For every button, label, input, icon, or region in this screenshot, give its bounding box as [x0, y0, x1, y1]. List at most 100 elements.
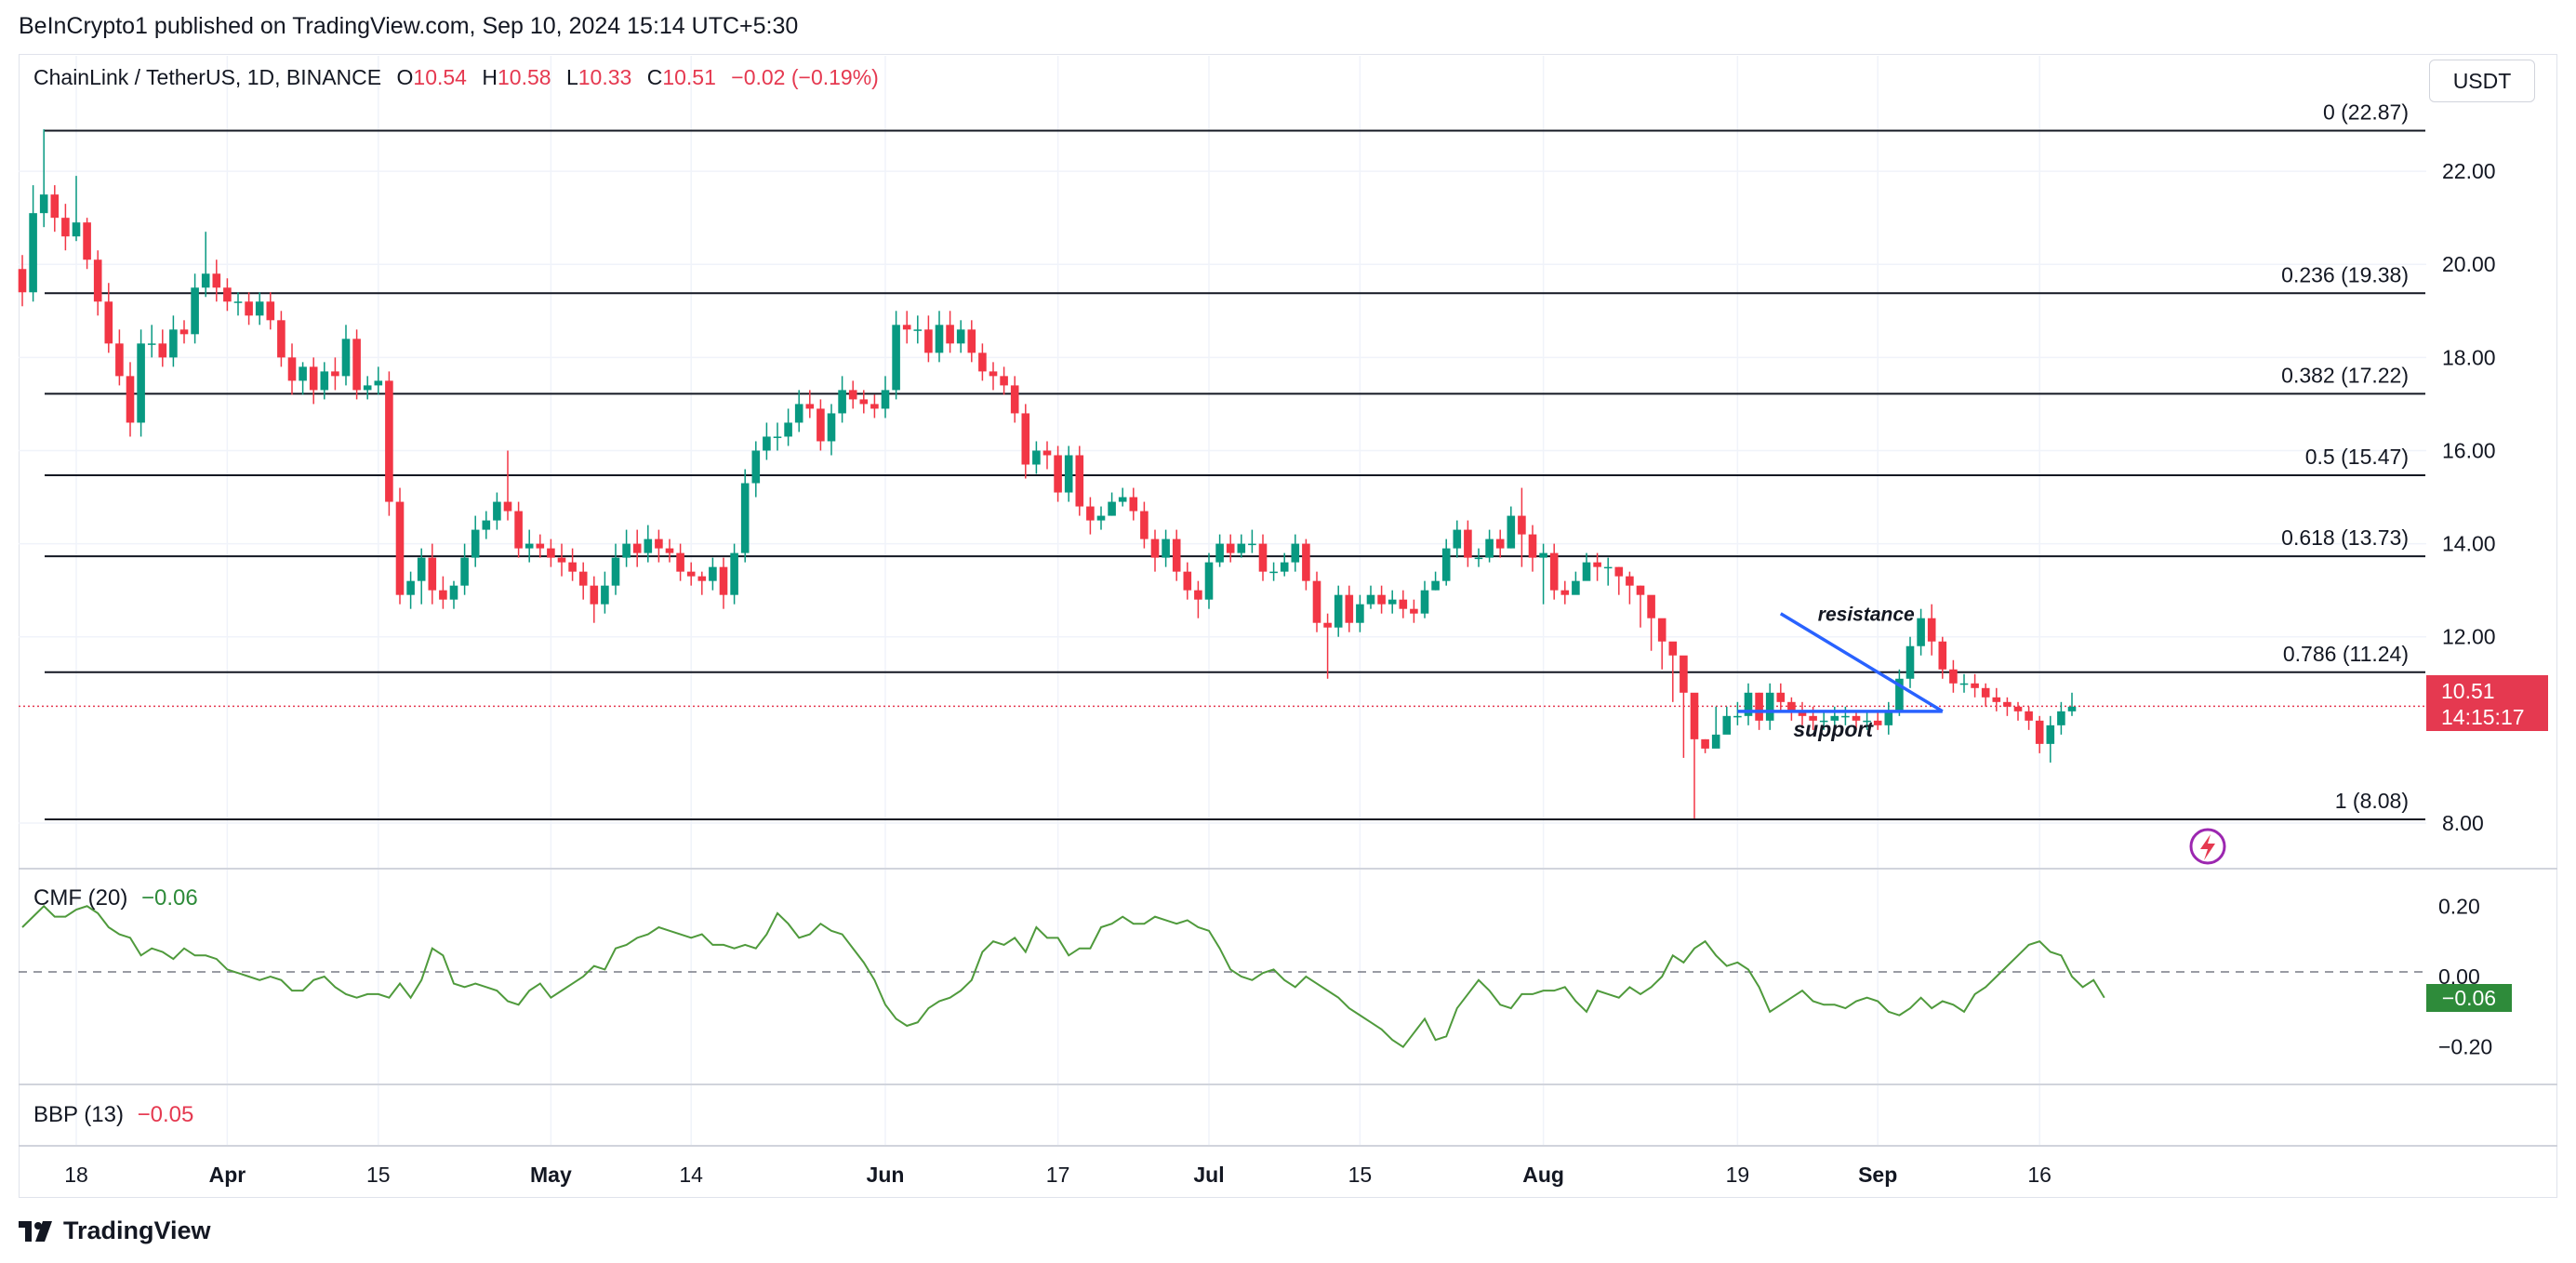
candle-body: [1042, 450, 1052, 456]
candle-body: [956, 329, 965, 344]
candle-body: [838, 390, 846, 414]
candle-body: [1356, 604, 1364, 623]
currency-button[interactable]: USDT: [2429, 60, 2535, 102]
time-tick-label: 17: [1046, 1163, 1070, 1187]
candle-body: [686, 571, 696, 577]
cmf-tick-label: 0.20: [2438, 894, 2480, 918]
tradingview-icon: [19, 1220, 52, 1242]
candle-body: [1075, 455, 1084, 507]
candle-body: [1701, 738, 1709, 749]
candle-body: [1215, 543, 1224, 563]
cmf-axis: 0.200.00−0.20: [2438, 894, 2492, 1058]
candle-body: [1485, 538, 1494, 558]
candle-body: [1237, 543, 1246, 553]
candle-body: [1733, 715, 1742, 718]
candle-body: [460, 557, 469, 586]
grid: [19, 56, 2426, 1146]
bbp-value: −0.05: [137, 1102, 194, 1127]
candle-body: [611, 557, 620, 586]
candle-body: [179, 329, 189, 335]
candle-body: [1981, 687, 1990, 698]
candle-body: [1959, 683, 1969, 685]
time-axis[interactable]: 18 Apr 15 May 14 Jun 17 Jul 15 Aug 19 Sep 16: [64, 1163, 2052, 1187]
candle-body: [967, 329, 976, 353]
lightning-icon[interactable]: [2189, 828, 2226, 865]
candle-body: [1949, 669, 1958, 684]
open-key: O: [396, 65, 414, 89]
tradingview-logo[interactable]: TradingView: [19, 1216, 211, 1245]
cmf-tick-label: −0.20: [2438, 1035, 2492, 1059]
price-axis[interactable]: 22.00 20.00 18.00 16.00 14.00 12.00 8.00: [2442, 159, 2496, 835]
candle-body: [1518, 515, 1526, 535]
candle-body: [2067, 706, 2077, 711]
candle-body: [1312, 580, 1321, 623]
candle-body: [83, 222, 91, 260]
candle-body: [1345, 594, 1354, 623]
candle-body: [1593, 562, 1601, 567]
candle-body: [1668, 641, 1678, 656]
candle-body: [1054, 455, 1062, 493]
candle-body: [730, 552, 738, 595]
time-tick-label: May: [530, 1163, 572, 1187]
low-key: L: [565, 65, 578, 89]
fib-level-label: 0 (22.87): [2323, 100, 2409, 125]
time-tick-label: Sep: [1858, 1163, 1897, 1187]
price-tick-label: 20.00: [2442, 252, 2496, 276]
bar-countdown: 14:15:17: [2441, 705, 2525, 729]
symbol-title: ChainLink / TetherUS, 1D, BINANCE: [33, 65, 382, 89]
candle-body: [1204, 562, 1214, 600]
candle-body: [1819, 720, 1828, 723]
candle-body: [1495, 538, 1505, 549]
candle-body: [1162, 538, 1170, 558]
candle-body: [805, 404, 815, 409]
candle-body: [1021, 413, 1030, 465]
candle-body: [1334, 594, 1343, 628]
open-value: 10.54: [413, 65, 467, 89]
candle-body: [1140, 511, 1149, 539]
candle-body: [439, 590, 447, 600]
cmf-line: [21, 904, 2105, 1049]
candle-body: [223, 287, 232, 302]
candle-body: [18, 269, 27, 293]
cmf-value: −0.06: [141, 885, 198, 911]
candle-body: [61, 218, 70, 237]
time-tick-label: 16: [2027, 1163, 2052, 1187]
candle-body: [1711, 734, 1720, 749]
symbol-legend[interactable]: ChainLink / TetherUS, 1D, BINANCE O10.54…: [33, 65, 879, 90]
chart-frame: [19, 54, 2557, 1198]
bbp-legend[interactable]: BBP (13) −0.05: [33, 1102, 193, 1128]
fib-retracement[interactable]: 0 (22.87) 0.236 (19.38) 0.382 (17.22) 0.5 (…: [45, 100, 2425, 820]
candle-body: [601, 585, 609, 605]
fib-level-label: 0.618 (13.73): [2281, 525, 2409, 550]
candle-body: [341, 339, 351, 377]
candle-body: [1464, 529, 1472, 558]
candle-body: [1366, 594, 1375, 605]
candle-body: [1441, 548, 1451, 581]
candle-body: [2035, 720, 2044, 744]
candle-body: [1905, 645, 1915, 679]
trend-lines[interactable]: [1737, 612, 1944, 713]
candle-body: [902, 325, 911, 330]
time-tick-label: Jun: [867, 1163, 905, 1187]
candle-body: [676, 552, 684, 572]
candle-body: [233, 301, 243, 303]
candle-body: [1194, 590, 1202, 600]
candle-body: [1226, 543, 1235, 553]
close-value: 10.51: [662, 65, 716, 89]
candle-body: [1183, 571, 1192, 591]
bbp-label: BBP (13): [33, 1102, 124, 1127]
candle-body: [1787, 701, 1796, 711]
candle-body: [1636, 585, 1645, 595]
candle-body: [1010, 385, 1019, 414]
candle-body: [1755, 692, 1763, 721]
candles: [18, 129, 2077, 818]
candle-body: [147, 343, 156, 345]
candle-body: [870, 404, 879, 409]
cmf-legend[interactable]: CMF (20) −0.06: [33, 885, 198, 911]
fib-level-label: 0.236 (19.38): [2281, 262, 2409, 286]
resistance-line[interactable]: [1779, 612, 1944, 713]
time-tick-label: 15: [366, 1163, 391, 1187]
candle-body: [137, 343, 145, 423]
candle-body: [578, 571, 588, 586]
